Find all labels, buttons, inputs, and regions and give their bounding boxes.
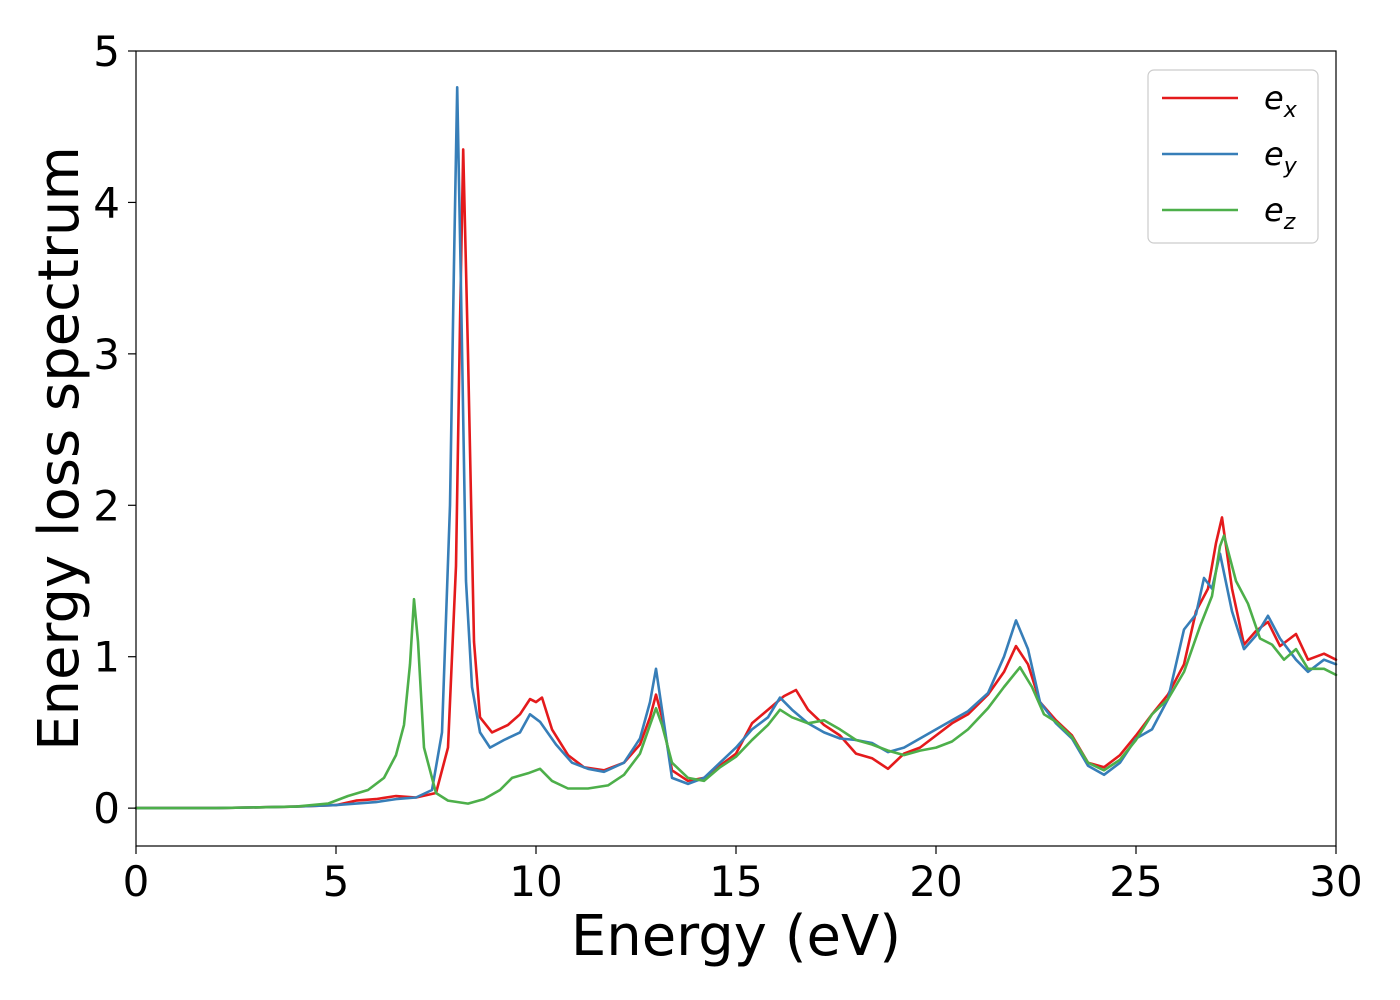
x-tick-label: 15 [709, 857, 762, 906]
y-tick-label: 4 [93, 178, 120, 227]
y-tick-label: 1 [93, 633, 120, 682]
y-tick-label: 5 [93, 27, 120, 76]
x-axis-ticks: 0 5 10 15 20 25 30 [123, 846, 1363, 906]
x-tick-label: 5 [323, 857, 350, 906]
series-line-e-z [134, 534, 1338, 810]
series-layer [134, 86, 1338, 810]
x-axis-title: Energy (eV) [571, 904, 901, 969]
legend-box [1147, 69, 1319, 244]
y-axis-title: Energy loss spectrum [27, 146, 92, 751]
y-axis-ticks: 0 1 2 3 4 5 [93, 27, 136, 833]
y-tick-label: 3 [93, 330, 120, 379]
x-tick-label: 30 [1309, 857, 1362, 906]
x-tick-label: 25 [1109, 857, 1162, 906]
y-tick-label: 2 [93, 481, 120, 530]
x-tick-label: 20 [909, 857, 962, 906]
x-tick-label: 10 [509, 857, 562, 906]
series-line-e-y [134, 86, 1338, 810]
x-tick-label: 0 [123, 857, 150, 906]
series-line-e-x [134, 148, 1338, 810]
y-tick-label: 0 [93, 784, 120, 833]
